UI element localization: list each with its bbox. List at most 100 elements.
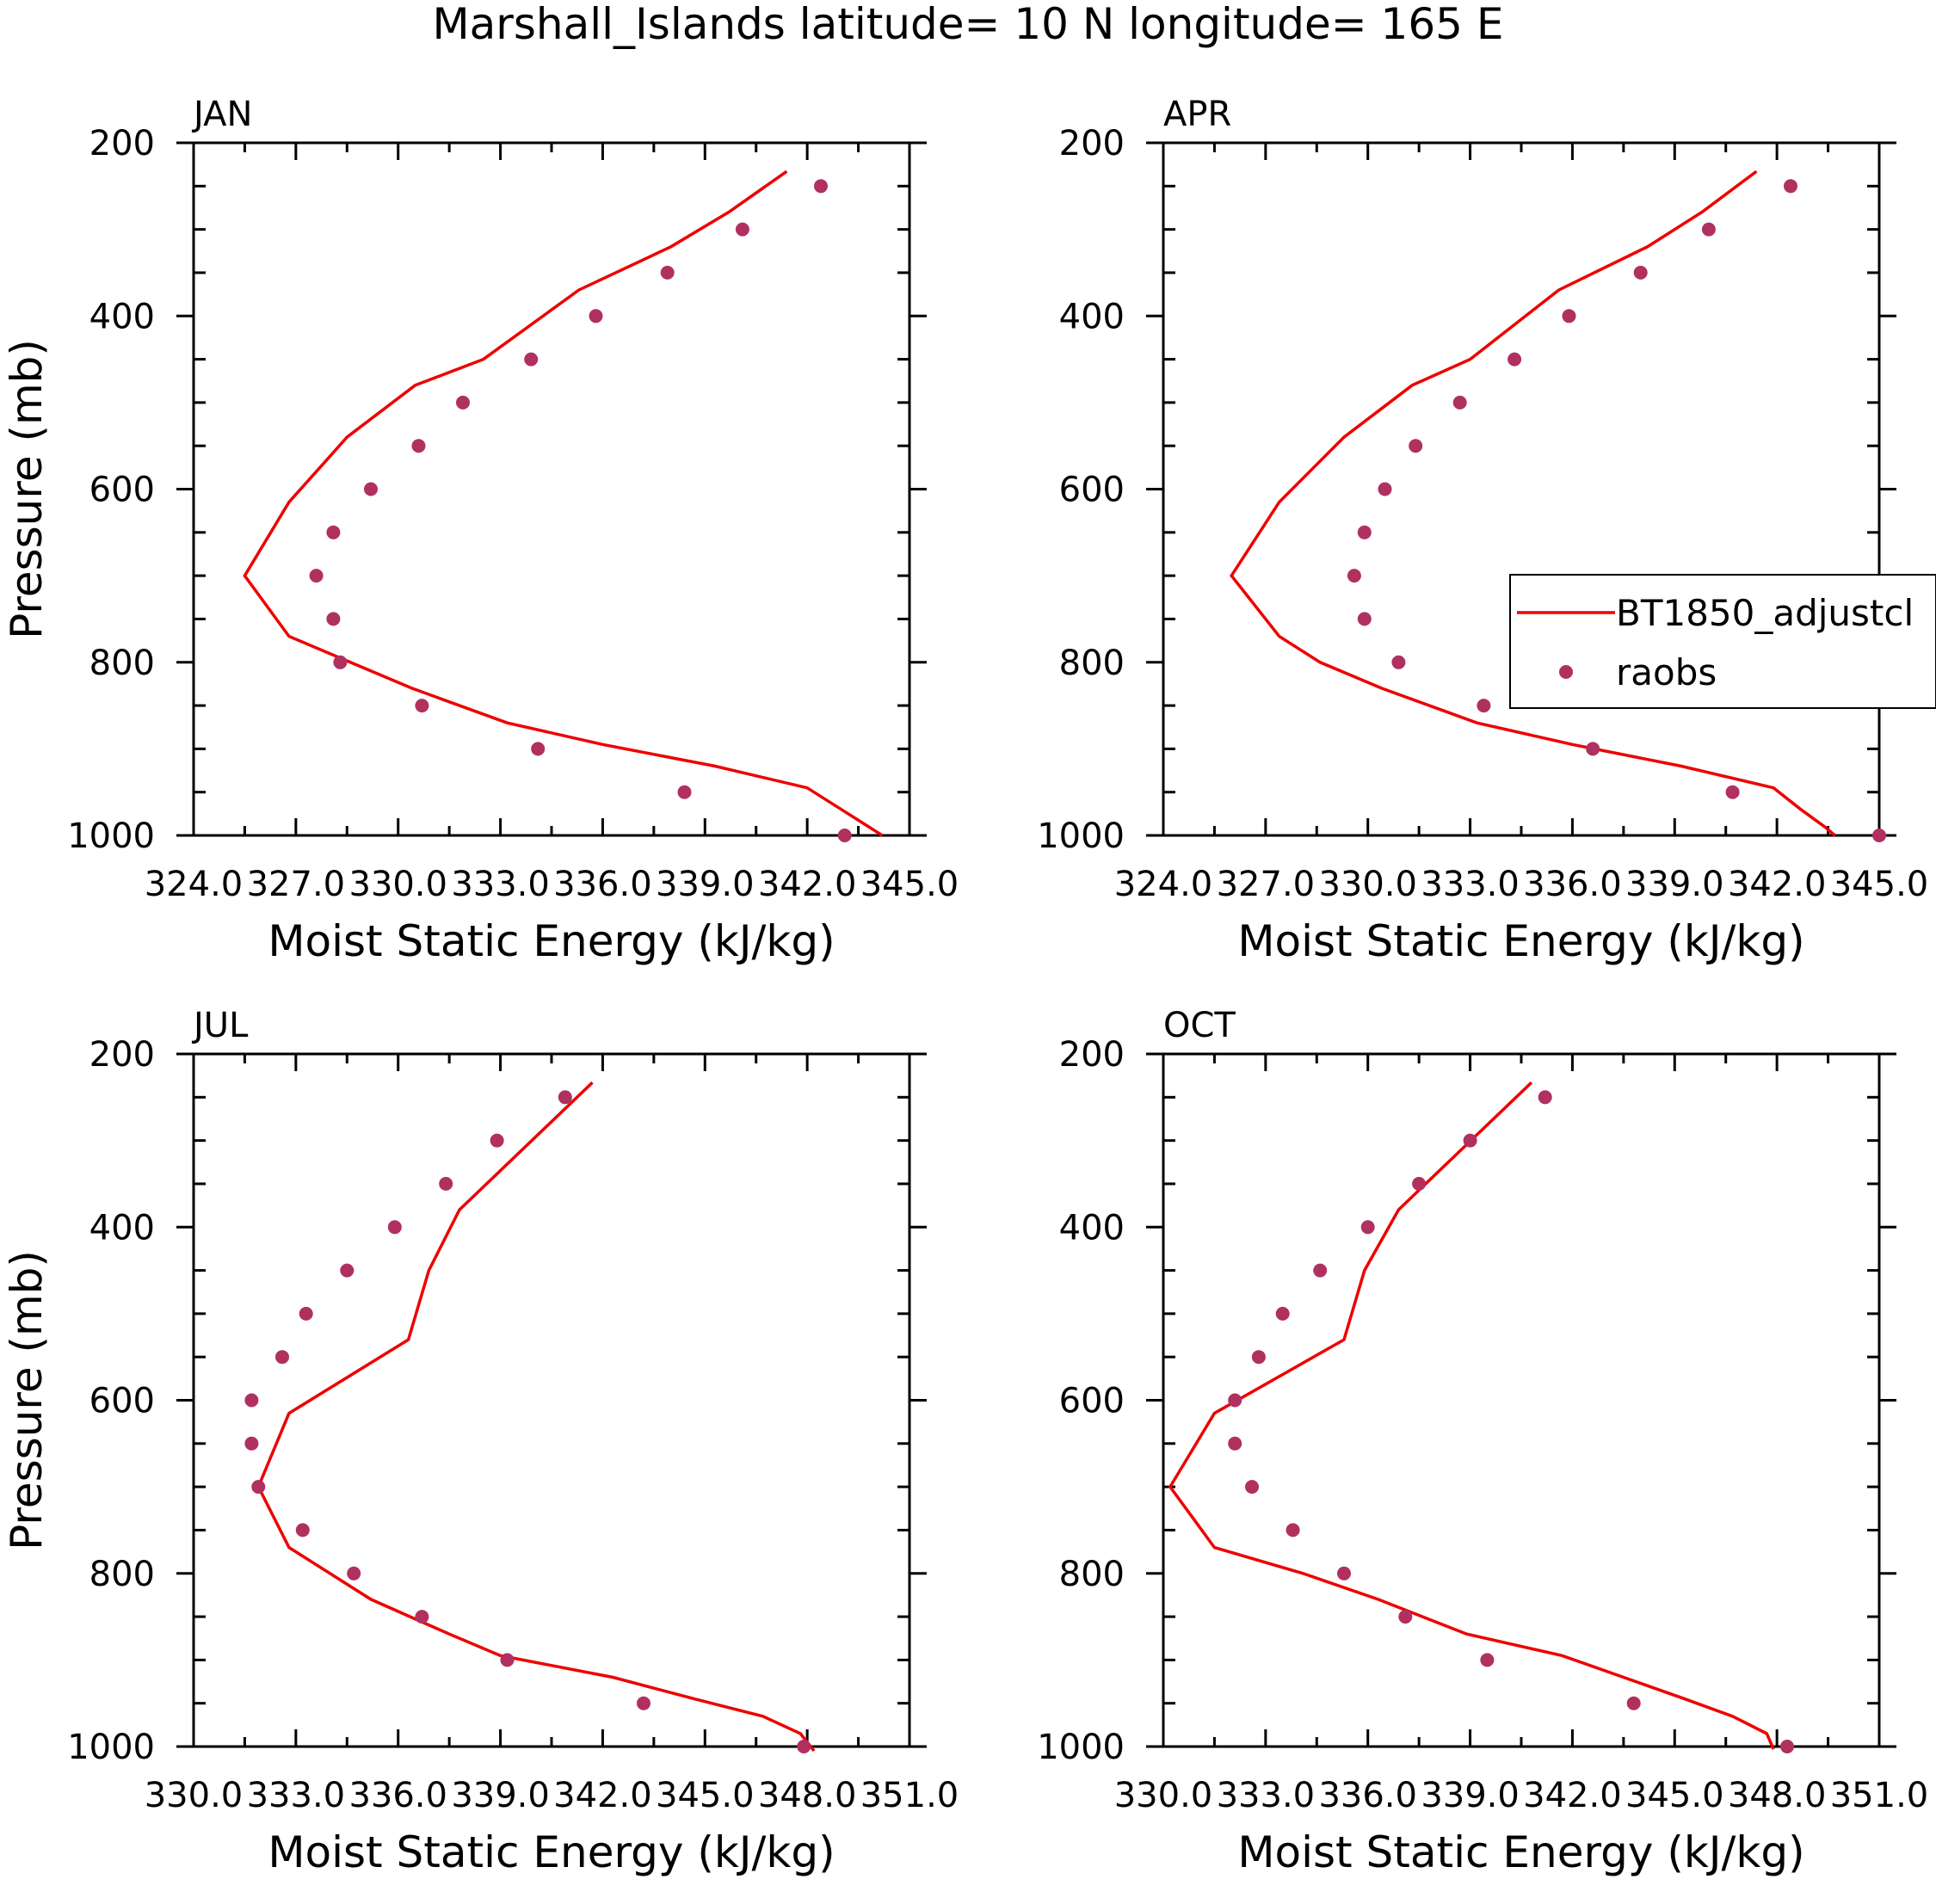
panel-apr: APR 324.0 327.0 330.0 333.0 336.0 339.0 342.0 34… [1037, 95, 1936, 966]
y-tick-label: 400 [1059, 1208, 1125, 1248]
obs-point [1360, 1220, 1375, 1235]
panel-label: JUL [191, 1006, 249, 1045]
x-tick-label: 336.0 [1318, 1776, 1417, 1815]
y-tick-label: 1000 [67, 816, 155, 856]
x-tick-label: 339.0 [451, 1776, 550, 1815]
y-tick-label: 600 [1059, 471, 1125, 510]
x-axis-label: Moist Static Energy (kJ/kg) [1237, 1827, 1804, 1877]
obs-point [1357, 525, 1372, 539]
y-tick-label: 600 [89, 471, 155, 510]
obs-point [299, 1306, 313, 1321]
obs-point [347, 1566, 361, 1581]
obs-point [333, 655, 348, 669]
y-tick-label: 1000 [1037, 1728, 1125, 1767]
x-tick-label: 345.0 [860, 865, 959, 904]
obs-point [677, 785, 692, 799]
obs-point [411, 439, 426, 453]
obs-point [1398, 1610, 1413, 1624]
obs-point [531, 742, 546, 756]
obs-point [1477, 699, 1491, 713]
obs-point [660, 265, 675, 280]
x-tick-label: 324.0 [145, 865, 244, 904]
panel-oct: OCT 330.0 333.0 336.0 339.0 342.0 345.0 348.0 35… [1037, 1006, 1928, 1877]
x-tick-label: 336.0 [348, 1776, 447, 1815]
obs-point [1480, 1653, 1495, 1667]
y-tick-label: 600 [1059, 1382, 1125, 1421]
obs-point [1701, 222, 1716, 237]
obs-point [340, 1263, 355, 1278]
x-tick-label: 345.0 [656, 1776, 755, 1815]
y-tick-label: 1000 [1037, 816, 1125, 856]
obs-point [500, 1653, 515, 1667]
x-tick-label: 330.0 [1318, 865, 1417, 904]
obs-point [1780, 1740, 1794, 1753]
x-tick-label: 336.0 [553, 865, 652, 904]
x-tick-label: 351.0 [860, 1776, 959, 1815]
x-tick-label: 342.0 [1728, 865, 1827, 904]
obs-point [1378, 482, 1392, 496]
obs-point [275, 1350, 289, 1365]
obs-point [1228, 1436, 1242, 1451]
obs-point [814, 179, 828, 194]
obs-point [456, 395, 470, 410]
obs-point [735, 222, 749, 237]
panel-label: APR [1163, 95, 1231, 134]
x-tick-label: 345.0 [1625, 1776, 1724, 1815]
x-tick-label: 348.0 [758, 1776, 857, 1815]
obs-point [326, 612, 341, 626]
obs-point [1784, 179, 1797, 194]
obs-point [244, 1393, 259, 1408]
obs-point [1626, 1696, 1641, 1710]
y-axis-label: Pressure (mb) [2, 1250, 52, 1550]
obs-point [415, 1610, 429, 1624]
obs-point [1725, 785, 1740, 799]
panel-jan: JAN 324.0 327.0 330.0 333.0 336.0 339.0 342.0 34… [2, 95, 959, 966]
obs-point [1245, 1480, 1259, 1494]
obs-point [589, 309, 603, 323]
model-line-series [1168, 1081, 1775, 1750]
obs-point [1251, 1350, 1266, 1365]
obs-point [1452, 395, 1467, 410]
obs-point [558, 1090, 572, 1105]
x-tick-label: 333.0 [1217, 1776, 1316, 1815]
x-tick-label: 339.0 [1625, 865, 1724, 904]
x-tick-label: 345.0 [1830, 865, 1929, 904]
x-tick-label: 333.0 [1421, 865, 1520, 904]
obs-point [1507, 352, 1522, 367]
model-line-series [256, 1081, 816, 1753]
y-tick-label: 200 [89, 124, 155, 163]
y-tick-label: 800 [1059, 644, 1125, 683]
obs-point [1275, 1306, 1290, 1321]
obs-point [837, 829, 852, 842]
y-tick-label: 800 [1059, 1555, 1125, 1594]
panel-jul: JUL 330.0 333.0 336.0 339.0 342.0 345.0 348.0 35… [2, 1006, 959, 1877]
obs-point [1562, 309, 1576, 323]
y-tick-label: 200 [1059, 124, 1125, 163]
x-tick-label: 327.0 [1217, 865, 1316, 904]
y-tick-label: 200 [1059, 1035, 1125, 1075]
obs-point [364, 482, 378, 496]
obs-point [439, 1176, 453, 1191]
obs-point [387, 1220, 402, 1235]
obs-point [637, 1696, 650, 1710]
y-tick-label: 200 [89, 1035, 155, 1075]
x-tick-label: 330.0 [145, 1776, 244, 1815]
obs-point [251, 1480, 266, 1494]
obs-point [490, 1133, 504, 1148]
x-tick-label: 336.0 [1523, 865, 1622, 904]
obs-point [1357, 612, 1372, 626]
y-tick-label: 600 [89, 1382, 155, 1421]
legend-line-label: BT1850_adjustcl [1616, 592, 1914, 634]
x-tick-label: 330.0 [348, 865, 447, 904]
x-tick-label: 333.0 [451, 865, 550, 904]
obs-point [797, 1740, 811, 1753]
legend-box [1509, 574, 1936, 709]
x-tick-label: 342.0 [758, 865, 857, 904]
obs-point [1586, 742, 1600, 756]
x-tick-label: 342.0 [553, 1776, 652, 1815]
obs-point [1463, 1133, 1477, 1148]
panel-label: JAN [191, 95, 252, 134]
figure-title: Marshall_Islands latitude= 10 N longitud… [433, 0, 1504, 49]
